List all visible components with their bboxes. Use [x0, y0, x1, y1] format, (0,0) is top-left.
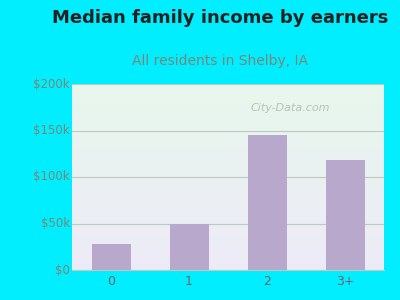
Text: $50k: $50k — [41, 217, 70, 230]
Text: $150k: $150k — [33, 124, 70, 137]
Text: $200k: $200k — [33, 77, 70, 91]
Text: All residents in Shelby, IA: All residents in Shelby, IA — [132, 54, 308, 68]
Text: $100k: $100k — [33, 170, 70, 184]
Bar — [326, 160, 364, 270]
Text: City-Data.com: City-Data.com — [251, 103, 330, 113]
Bar — [248, 135, 286, 270]
Bar — [92, 244, 130, 270]
Text: Median family income by earners: Median family income by earners — [52, 9, 388, 27]
Bar — [170, 224, 208, 270]
Text: $0: $0 — [55, 263, 70, 277]
